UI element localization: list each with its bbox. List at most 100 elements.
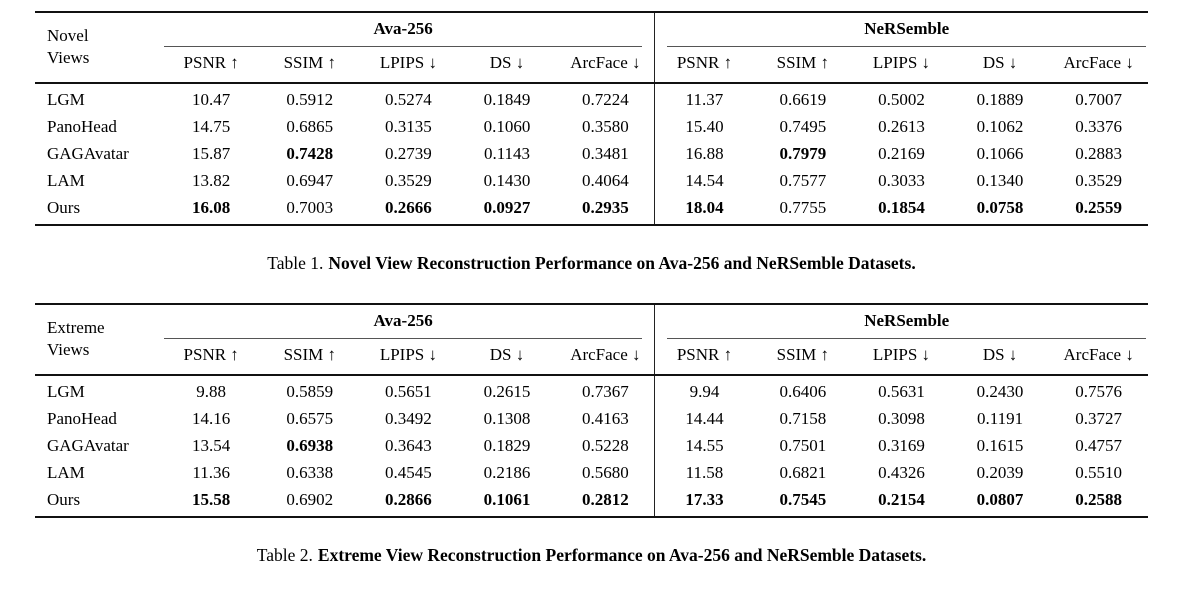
group-header-row: Novel Views Ava-256 NeRSemble bbox=[35, 12, 1148, 84]
method-label: Ours bbox=[47, 490, 81, 509]
metric-header: SSIM ↑ bbox=[753, 47, 853, 84]
metric-value: 0.1066 bbox=[976, 144, 1024, 163]
metric-value: 0.0927 bbox=[483, 198, 531, 217]
metric-value: 0.7501 bbox=[779, 436, 827, 455]
metric-header: DS ↓ bbox=[950, 339, 1050, 376]
metric-value: 9.88 bbox=[196, 382, 227, 401]
metric-value: 0.3098 bbox=[878, 409, 925, 428]
metric-header: DS ↓ bbox=[457, 339, 557, 376]
metric-value: 0.2866 bbox=[385, 490, 432, 509]
metric-value: 11.37 bbox=[654, 83, 754, 114]
method-label: GAGAvatar bbox=[47, 144, 129, 163]
metric-value: 0.5228 bbox=[581, 436, 629, 455]
metric-value: 0.1829 bbox=[483, 436, 531, 455]
metric-value: 0.6902 bbox=[286, 490, 334, 509]
metric-value: 0.2430 bbox=[976, 382, 1024, 401]
metric-header: SSIM ↑ bbox=[260, 47, 360, 84]
metric-value: 0.2615 bbox=[483, 382, 531, 401]
metric-value: 0.3033 bbox=[878, 171, 925, 190]
metric-value: 0.7007 bbox=[1075, 90, 1123, 109]
metric-header: ArcFace ↓ bbox=[556, 339, 655, 376]
metric-value: 0.6947 bbox=[286, 171, 334, 190]
metric-value: 0.7367 bbox=[581, 382, 629, 401]
method-label: GAGAvatar bbox=[47, 436, 129, 455]
metric-header: LPIPS ↓ bbox=[852, 47, 951, 84]
metric-value: 0.3529 bbox=[1075, 171, 1123, 190]
metric-value: 0.1889 bbox=[976, 90, 1024, 109]
method-label: LGM bbox=[47, 90, 85, 109]
metric-value: 0.2588 bbox=[1075, 490, 1123, 509]
metric-value: 0.7979 bbox=[779, 144, 827, 163]
caption-label: Table 2. bbox=[256, 545, 313, 565]
metric-value: 0.4757 bbox=[1075, 436, 1123, 455]
metric-value: 14.44 bbox=[654, 405, 754, 433]
metric-value: 0.6619 bbox=[779, 90, 827, 109]
metric-value: 0.5274 bbox=[385, 90, 432, 109]
metric-value: 0.2039 bbox=[976, 463, 1024, 482]
metric-value: 0.2169 bbox=[878, 144, 925, 163]
metric-value: 0.1854 bbox=[878, 198, 925, 217]
metric-value: 13.82 bbox=[192, 171, 231, 190]
group-header-row: Extreme Views Ava-256 NeRSemble bbox=[35, 304, 1148, 376]
metric-value: 0.6938 bbox=[286, 436, 334, 455]
metric-value: 0.1191 bbox=[976, 409, 1024, 428]
metric-value: 0.4163 bbox=[581, 409, 629, 428]
metric-value: 0.4326 bbox=[878, 463, 925, 482]
metric-value: 0.1061 bbox=[483, 490, 531, 509]
row-header-line: Extreme bbox=[47, 317, 105, 337]
metric-value: 0.7158 bbox=[779, 409, 827, 428]
metric-value: 17.33 bbox=[654, 486, 754, 517]
metric-value: 16.08 bbox=[192, 198, 231, 217]
method-label: LAM bbox=[47, 463, 85, 482]
metric-value: 0.6821 bbox=[779, 463, 827, 482]
group-label: NeRSemble bbox=[864, 311, 950, 330]
metric-value: 0.6865 bbox=[286, 117, 334, 136]
table-row: PanoHead 14.16 0.6575 0.3492 0.1308 0.4163 14.… bbox=[35, 405, 1148, 433]
metric-value: 0.2613 bbox=[878, 117, 925, 136]
metric-value: 0.1308 bbox=[483, 409, 531, 428]
metric-value: 15.40 bbox=[654, 113, 754, 141]
group-header-nersemble: NeRSemble bbox=[654, 12, 1148, 47]
metric-value: 14.55 bbox=[654, 432, 754, 460]
metric-value: 0.1143 bbox=[483, 144, 531, 163]
metric-value: 0.1340 bbox=[976, 171, 1024, 190]
table-novel-views: Novel Views Ava-256 NeRSemble PSNR ↑ SSIM… bbox=[35, 11, 1148, 226]
metric-header: SSIM ↑ bbox=[260, 339, 360, 376]
metric-header: SSIM ↑ bbox=[753, 339, 853, 376]
metric-value: 0.2666 bbox=[385, 198, 432, 217]
metrics-header-row: PSNR ↑ SSIM ↑ LPIPS ↓ DS ↓ ArcFace ↓ PSNR ↑ SS… bbox=[35, 47, 1148, 84]
metric-value: 0.2186 bbox=[483, 463, 531, 482]
metric-value: 0.7545 bbox=[779, 490, 827, 509]
metric-value: 0.1430 bbox=[483, 171, 531, 190]
group-label: Ava-256 bbox=[373, 19, 433, 38]
table-row: GAGAvatar 15.87 0.7428 0.2739 0.1143 0.3481 16… bbox=[35, 140, 1148, 168]
metric-value: 0.2935 bbox=[581, 198, 629, 217]
metric-value: 11.58 bbox=[654, 459, 754, 487]
caption-label: Table 1. bbox=[267, 253, 324, 273]
table-row: GAGAvatar 13.54 0.6938 0.3643 0.1829 0.5228 14… bbox=[35, 432, 1148, 460]
metric-value: 14.16 bbox=[192, 409, 231, 428]
metric-value: 9.94 bbox=[654, 375, 754, 406]
table-extreme-views: Extreme Views Ava-256 NeRSemble PSNR ↑ SS… bbox=[35, 303, 1148, 518]
metric-header: PSNR ↑ bbox=[654, 47, 754, 84]
metric-header: DS ↓ bbox=[950, 47, 1050, 84]
caption-text: Novel View Reconstruction Performance on… bbox=[328, 253, 916, 273]
metric-value: 0.2154 bbox=[878, 490, 925, 509]
metric-value: 16.88 bbox=[654, 140, 754, 168]
table-row: Ours 15.58 0.6902 0.2866 0.1061 0.2812 17.33 0.… bbox=[35, 486, 1148, 517]
metric-value: 0.5680 bbox=[581, 463, 629, 482]
table-caption-2: Table 2. Extreme View Reconstruction Perf… bbox=[35, 545, 1148, 566]
metric-value: 0.3727 bbox=[1075, 409, 1123, 428]
method-label: PanoHead bbox=[47, 117, 117, 136]
metric-value: 0.0807 bbox=[976, 490, 1024, 509]
metric-value: 0.7576 bbox=[1075, 382, 1123, 401]
metric-value: 0.2739 bbox=[385, 144, 432, 163]
metric-value: 0.3169 bbox=[878, 436, 925, 455]
metric-value: 0.3135 bbox=[385, 117, 432, 136]
row-header-line: Views bbox=[47, 339, 90, 359]
metric-value: 0.4064 bbox=[581, 171, 629, 190]
table-row: LAM 13.82 0.6947 0.3529 0.1430 0.4064 14.54 0.7… bbox=[35, 167, 1148, 195]
metric-header: PSNR ↑ bbox=[161, 47, 261, 84]
table-row: LGM 9.88 0.5859 0.5651 0.2615 0.7367 9.94 0.640… bbox=[35, 375, 1148, 406]
metric-value: 0.3376 bbox=[1075, 117, 1123, 136]
